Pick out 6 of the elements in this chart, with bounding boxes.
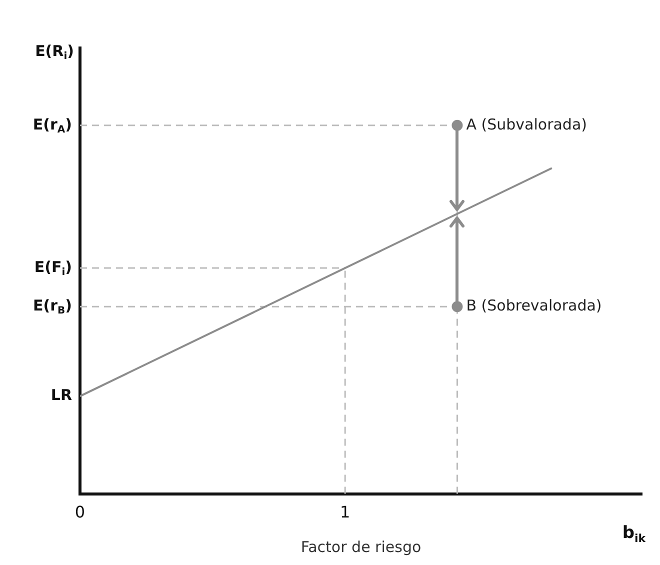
series-label: A (Subvalorada)	[466, 115, 588, 134]
x-axis-title: Factor de riesgo	[300, 538, 422, 556]
annotation: LR	[50, 386, 72, 404]
series-label: B (Sobrevalorada)	[466, 296, 602, 315]
x-tick-label: 0	[74, 502, 86, 522]
x-tick-label: 1	[340, 502, 350, 522]
